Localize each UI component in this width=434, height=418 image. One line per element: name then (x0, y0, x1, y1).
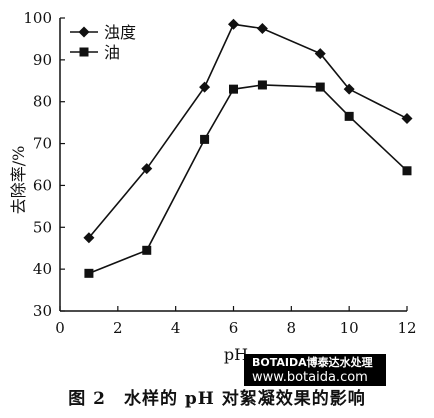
series-2-point (200, 134, 210, 144)
x-tick-label: 10 (340, 319, 359, 337)
series-1-point (401, 112, 413, 124)
series-1-point (256, 22, 268, 34)
figure-caption: 图 2 水样的 pH 对絮凝效果的影响 (68, 389, 366, 409)
legend: 浊度油 (70, 23, 136, 62)
series-1-point (83, 232, 95, 244)
series-markers (83, 18, 413, 278)
series-1-point (199, 81, 211, 93)
legend-marker (78, 26, 90, 38)
series-2-point (402, 166, 412, 176)
x-tick-label: 6 (229, 319, 239, 337)
y-ticks: 30 40 50 60 70 80 90 100 (23, 9, 65, 320)
watermark-brand: BOTAIDA博泰达水处理 (252, 356, 373, 369)
x-ticks: 0 2 4 6 8 10 12 (55, 306, 417, 337)
legend-label: 浊度 (104, 23, 136, 42)
series-line-2 (88, 84, 408, 275)
series-2-point (229, 84, 238, 94)
y-tick-label: 30 (33, 302, 52, 320)
series-lines (88, 23, 408, 275)
series-2-point (84, 268, 94, 278)
y-tick-label: 50 (33, 218, 52, 236)
series-line-1 (88, 23, 408, 239)
x-axis-label: pH (224, 345, 248, 364)
y-axis-label: 去除率/% (9, 146, 28, 215)
series-1-point (343, 83, 355, 95)
x-tick-label: 0 (55, 319, 65, 337)
watermark: BOTAIDA博泰达水处理 www.botaida.com (244, 354, 386, 386)
series-1-point (314, 48, 326, 60)
series-2-point (315, 82, 325, 92)
series-2-point (257, 80, 267, 90)
y-tick-label: 100 (23, 9, 52, 27)
legend-label: 油 (104, 43, 120, 62)
series-2-point (344, 111, 354, 121)
y-tick-label: 70 (33, 135, 52, 153)
x-tick-label: 12 (397, 319, 416, 337)
series-1-point (228, 18, 239, 30)
x-tick-label: 8 (287, 319, 297, 337)
legend-marker (79, 47, 89, 57)
x-tick-label: 2 (113, 319, 123, 337)
series-2-point (142, 245, 152, 255)
series-1-point (141, 163, 153, 175)
y-tick-label: 60 (33, 176, 52, 194)
y-tick-label: 80 (33, 93, 52, 111)
y-tick-label: 90 (33, 51, 52, 69)
y-tick-label: 40 (33, 260, 52, 278)
x-tick-label: 4 (171, 319, 181, 337)
watermark-url: www.botaida.com (252, 370, 368, 385)
